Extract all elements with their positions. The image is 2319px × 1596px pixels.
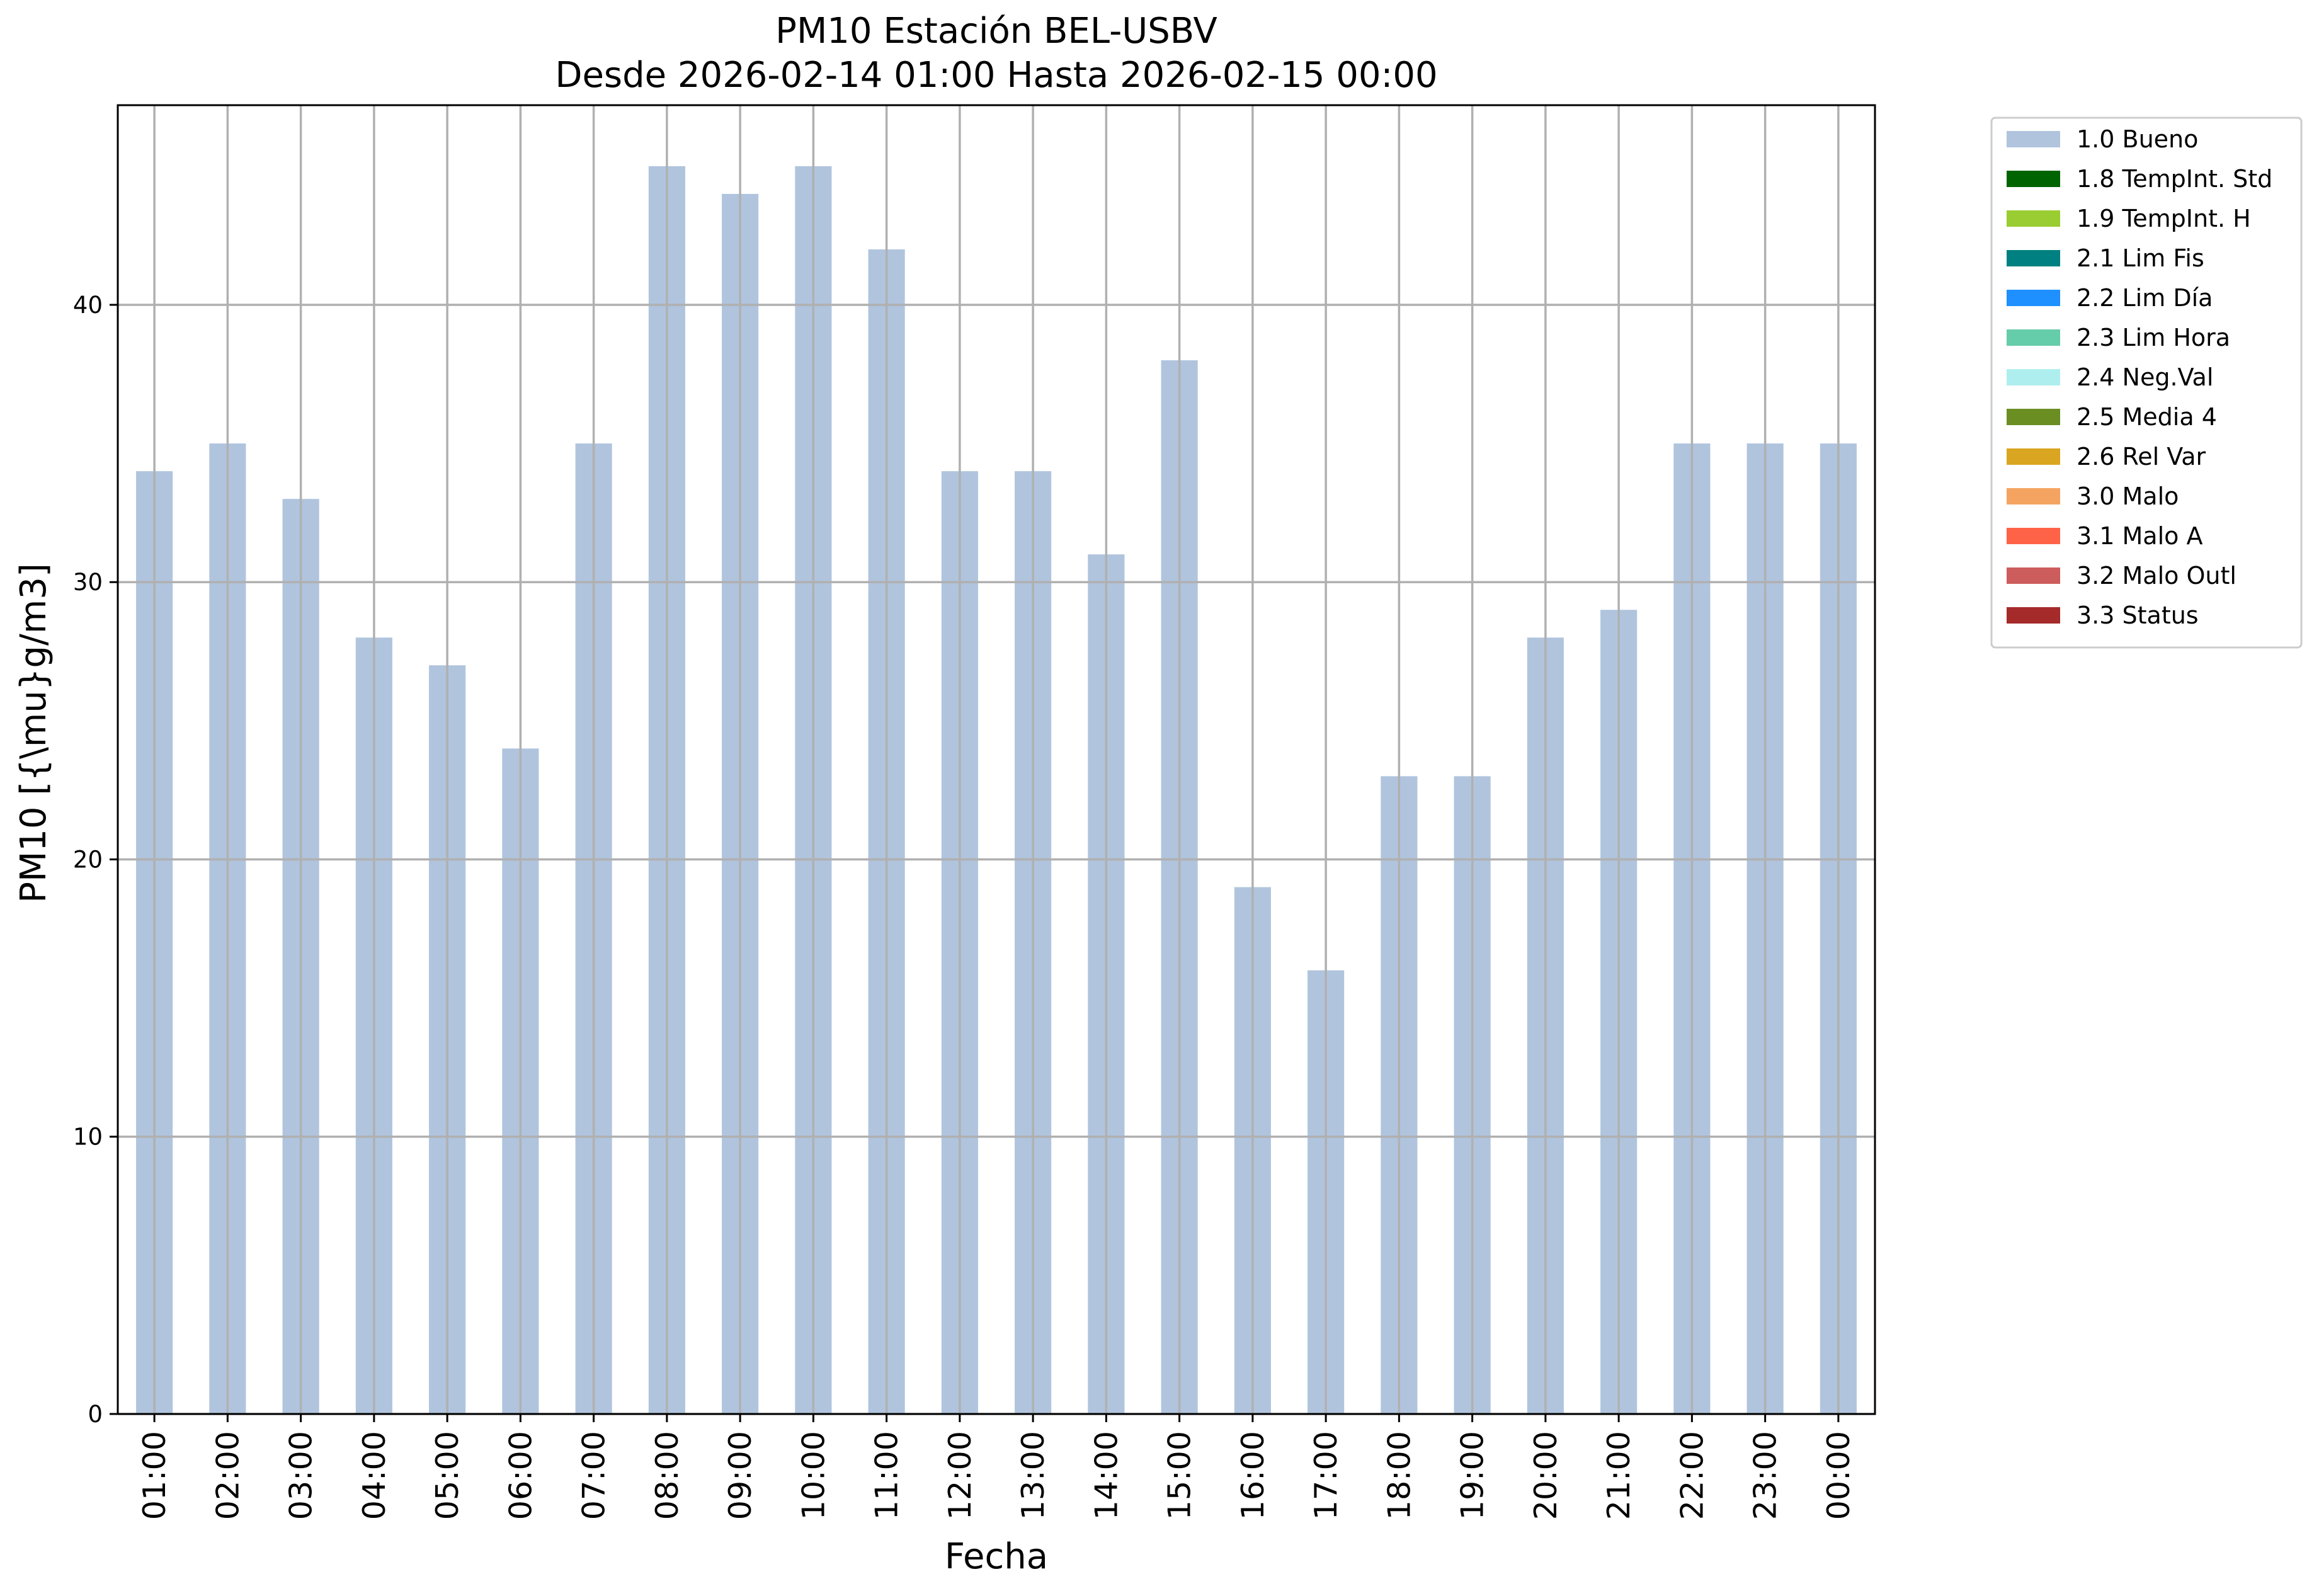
x-tick-label: 13:00 [1015,1431,1051,1520]
x-tick-label: 07:00 [576,1431,612,1520]
y-tick-label: 10 [73,1124,103,1151]
legend-swatch [2007,131,2060,147]
x-tick-label: 00:00 [1821,1431,1857,1520]
x-tick-label: 19:00 [1455,1431,1491,1520]
y-axis-label: PM10 [{\mu}g/m3] [13,563,54,903]
legend-label: 1.8 TempInt. Std [2077,165,2272,193]
x-tick-label: 15:00 [1162,1431,1198,1520]
y-tick-label: 0 [88,1401,103,1428]
legend-swatch [2007,210,2060,227]
legend-label: 3.3 Status [2077,601,2199,629]
x-tick-label: 05:00 [430,1431,465,1520]
x-tick-label: 23:00 [1748,1431,1784,1520]
legend-swatch [2007,290,2060,306]
legend-label: 2.2 Lim Día [2077,284,2213,312]
legend-label: 2.3 Lim Hora [2077,324,2230,351]
x-tick-label: 06:00 [503,1431,538,1520]
y-tick-label: 20 [73,846,103,873]
legend-label: 2.1 Lim Fis [2077,244,2204,272]
y-tick-label: 40 [73,292,103,319]
x-tick-label: 22:00 [1674,1431,1710,1520]
x-tick-label: 20:00 [1528,1431,1564,1520]
plot-area: 0 10 20 30 40 01:00 02:00 03:00 04:00 05:00 06:00 0… [73,104,1876,1520]
legend-swatch [2007,448,2060,465]
x-tick-label: 14:00 [1088,1431,1124,1520]
x-tick-label: 17:00 [1308,1431,1344,1520]
x-tick-label: 03:00 [283,1431,319,1520]
legend-label: 3.0 Malo [2077,482,2179,510]
x-tick-label: 10:00 [795,1431,831,1520]
y-tick-label: 30 [73,569,103,596]
legend-swatch [2007,607,2060,624]
legend-label: 2.4 Neg.Val [2077,363,2213,391]
legend-frame [1990,117,2303,649]
x-axis-label: Fecha [945,1536,1048,1577]
x-tick-label: 04:00 [356,1431,392,1520]
legend-label: 3.1 Malo A [2077,522,2202,550]
chart-subtitle: Desde 2026-02-14 01:00 Hasta 2026-02-15 … [555,55,1437,96]
x-tick-label: 01:00 [137,1431,173,1520]
x-tick-label: 16:00 [1235,1431,1271,1520]
legend-swatch [2007,409,2060,425]
x-tick-label: 11:00 [869,1431,905,1520]
x-tick-label: 09:00 [722,1431,758,1520]
legend: 1.0 Bueno 1.8 TempInt. Std 1.9 TempInt. H 2… [1990,117,2303,649]
legend-swatch [2007,488,2060,504]
x-tick-label: 08:00 [649,1431,685,1520]
x-tick-label: 02:00 [210,1431,246,1520]
legend-swatch [2007,567,2060,584]
legend-swatch [2007,171,2060,187]
axes-frame [117,104,1876,1415]
legend-swatch [2007,250,2060,266]
chart-title: PM10 Estación BEL-USBV [775,11,1217,52]
legend-swatch [2007,369,2060,385]
legend-label: 3.2 Malo Outl [2077,562,2236,590]
legend-label: 1.9 TempInt. H [2077,205,2251,232]
legend-swatch [2007,528,2060,544]
x-tick-label: 21:00 [1601,1431,1637,1520]
x-tick-label: 12:00 [942,1431,978,1520]
legend-swatch [2007,329,2060,346]
legend-label: 2.6 Rel Var [2077,443,2206,470]
x-tick-label: 18:00 [1381,1431,1417,1520]
legend-label: 1.0 Bueno [2077,125,2198,153]
legend-label: 2.5 Media 4 [2077,403,2217,431]
